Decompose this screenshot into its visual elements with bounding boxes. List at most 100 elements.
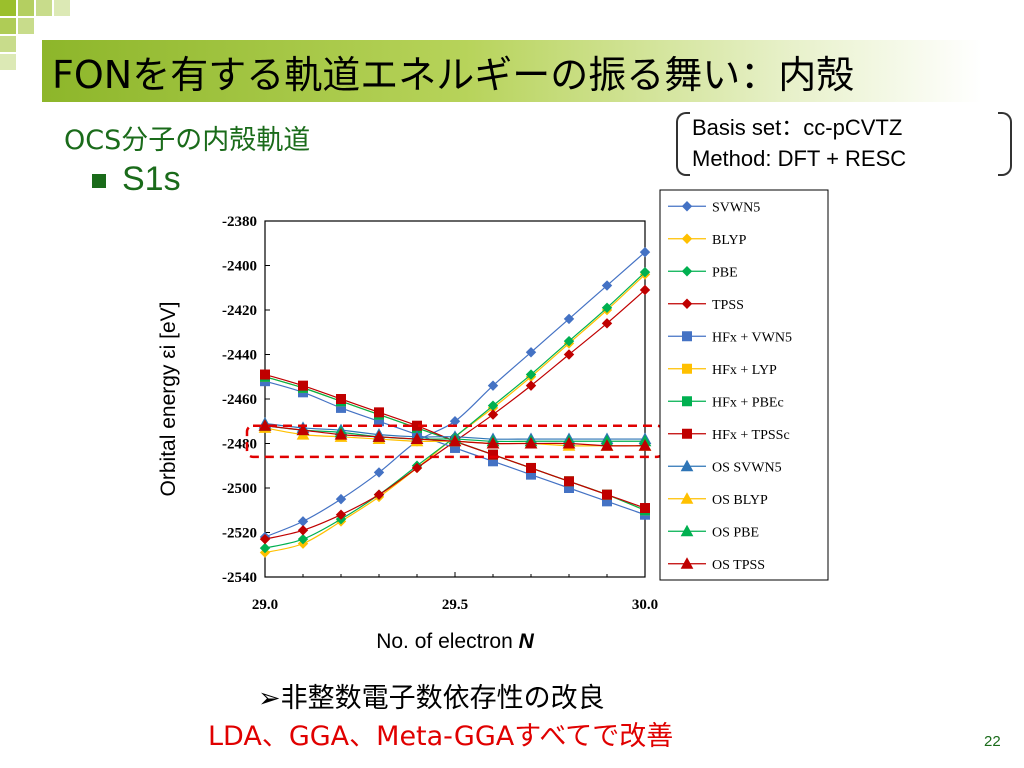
data-point: [525, 347, 537, 358]
data-point: [638, 439, 652, 451]
data-point: [564, 476, 574, 487]
y-tick-label: -2420: [222, 303, 257, 319]
legend-label: SVWN5: [712, 200, 760, 215]
legend-label: OS SVWN5: [712, 460, 782, 475]
data-point: [639, 284, 651, 296]
data-point: [600, 439, 614, 451]
data-point: [562, 436, 576, 449]
data-point: [639, 266, 651, 278]
x-tick-label: 30.0: [632, 597, 658, 613]
data-point: [298, 380, 308, 391]
data-point: [487, 409, 499, 420]
legend-label: HFx + PBEc: [712, 395, 784, 410]
data-point: [563, 349, 575, 360]
y-tick-label: -2540: [222, 570, 257, 586]
x-tick-label: 29.5: [442, 597, 468, 613]
legend-marker: [681, 233, 693, 244]
data-point: [259, 542, 271, 554]
right-brace-icon: [998, 112, 1012, 176]
data-point: [335, 493, 347, 505]
data-point: [296, 423, 310, 436]
legend-marker: [681, 201, 693, 212]
data-point: [374, 407, 384, 418]
data-point: [448, 434, 462, 447]
y-axis-label: Orbital energy εi [eV]: [157, 302, 180, 497]
legend-marker: [680, 492, 694, 504]
data-point: [601, 280, 613, 291]
plot-area: [264, 220, 646, 578]
data-point: [373, 489, 385, 500]
data-point: [336, 394, 346, 404]
data-point: [410, 432, 424, 445]
legend-marker: [682, 428, 692, 439]
y-tick-label: -2520: [222, 526, 257, 542]
legend-marker: [681, 298, 693, 309]
legend-marker: [681, 266, 693, 277]
data-point: [297, 533, 309, 545]
data-point: [411, 462, 423, 474]
data-point: [486, 436, 500, 449]
method-line: Method: DFT + RESC: [692, 146, 907, 171]
legend-label: OS PBE: [712, 525, 759, 540]
data-point: [487, 380, 499, 391]
legend-label: OS TPSS: [712, 558, 765, 573]
slide-title: FONを有する軌道エネルギーの振る舞い：内殻: [52, 53, 855, 97]
slide-subtitle: OCS分子の内殻軌道: [64, 125, 311, 156]
data-point: [601, 318, 613, 329]
data-point: [524, 436, 538, 449]
corner-decoration-8: [0, 54, 16, 70]
data-point: [373, 467, 385, 478]
legend-label: HFx + VWN5: [712, 330, 792, 345]
orbital-energy-chart: -2380 -2400 -2420 -2440 -2460 -2480 -2500 -2520…: [157, 189, 829, 653]
y-tick-label: -2380: [222, 214, 257, 230]
legend-marker: [682, 363, 692, 374]
legend-label: HFx + TPSSc: [712, 428, 790, 443]
corner-decoration-6: [18, 18, 34, 34]
data-point: [601, 302, 613, 313]
data-point: [525, 380, 537, 391]
x-tick-label: 29.0: [252, 597, 278, 613]
data-point: [258, 419, 272, 431]
corner-decoration-2: [18, 0, 34, 16]
left-brace-icon: [676, 112, 690, 176]
x-axis-label: No. of electron N: [376, 630, 534, 653]
title-bar: [42, 40, 982, 102]
data-point: [639, 246, 651, 258]
data-point: [488, 449, 498, 460]
data-point: [525, 369, 537, 380]
corner-decoration-3: [36, 0, 52, 16]
legend-box: [659, 189, 829, 581]
bullet-text: S1s: [122, 160, 181, 198]
data-point: [260, 369, 270, 380]
corner-decoration-4: [54, 0, 70, 16]
corner-decoration-1: [0, 0, 16, 16]
legend-label: HFx + LYP: [712, 363, 777, 378]
data-point: [335, 509, 347, 520]
y-tick-label: -2500: [222, 481, 257, 497]
corner-decoration-5: [0, 18, 16, 34]
data-point: [602, 489, 612, 500]
data-point: [563, 313, 575, 325]
bullet-square-icon: [92, 174, 106, 188]
data-point: [334, 428, 348, 440]
series-os-tpss: [258, 419, 652, 451]
y-tick-label: -2480: [222, 437, 257, 453]
corner-decoration-7: [0, 36, 16, 52]
conclusion-line-2: LDA、GGA、Meta-GGAすべてで改善: [208, 721, 674, 752]
y-tick-label: -2440: [222, 348, 257, 364]
legend-marker: [680, 524, 694, 537]
y-tick-label: -2460: [222, 392, 257, 408]
legend-marker: [680, 557, 694, 569]
data-point: [526, 462, 536, 473]
page-number: 22: [984, 733, 1001, 750]
basis-set-line: Basis set：cc-pCVTZ: [692, 115, 903, 140]
y-tick-label: -2400: [222, 259, 257, 275]
conclusion-line-1: ➢非整数電子数依存性の改良: [258, 683, 605, 714]
method-info: Basis set：cc-pCVTZ Method: DFT + RESC: [692, 112, 906, 174]
data-point: [259, 533, 271, 545]
data-point: [563, 335, 575, 347]
legend-label: TPSS: [712, 298, 744, 313]
legend-label: PBE: [712, 265, 738, 280]
legend-label: BLYP: [712, 233, 747, 248]
legend-marker: [682, 396, 692, 407]
